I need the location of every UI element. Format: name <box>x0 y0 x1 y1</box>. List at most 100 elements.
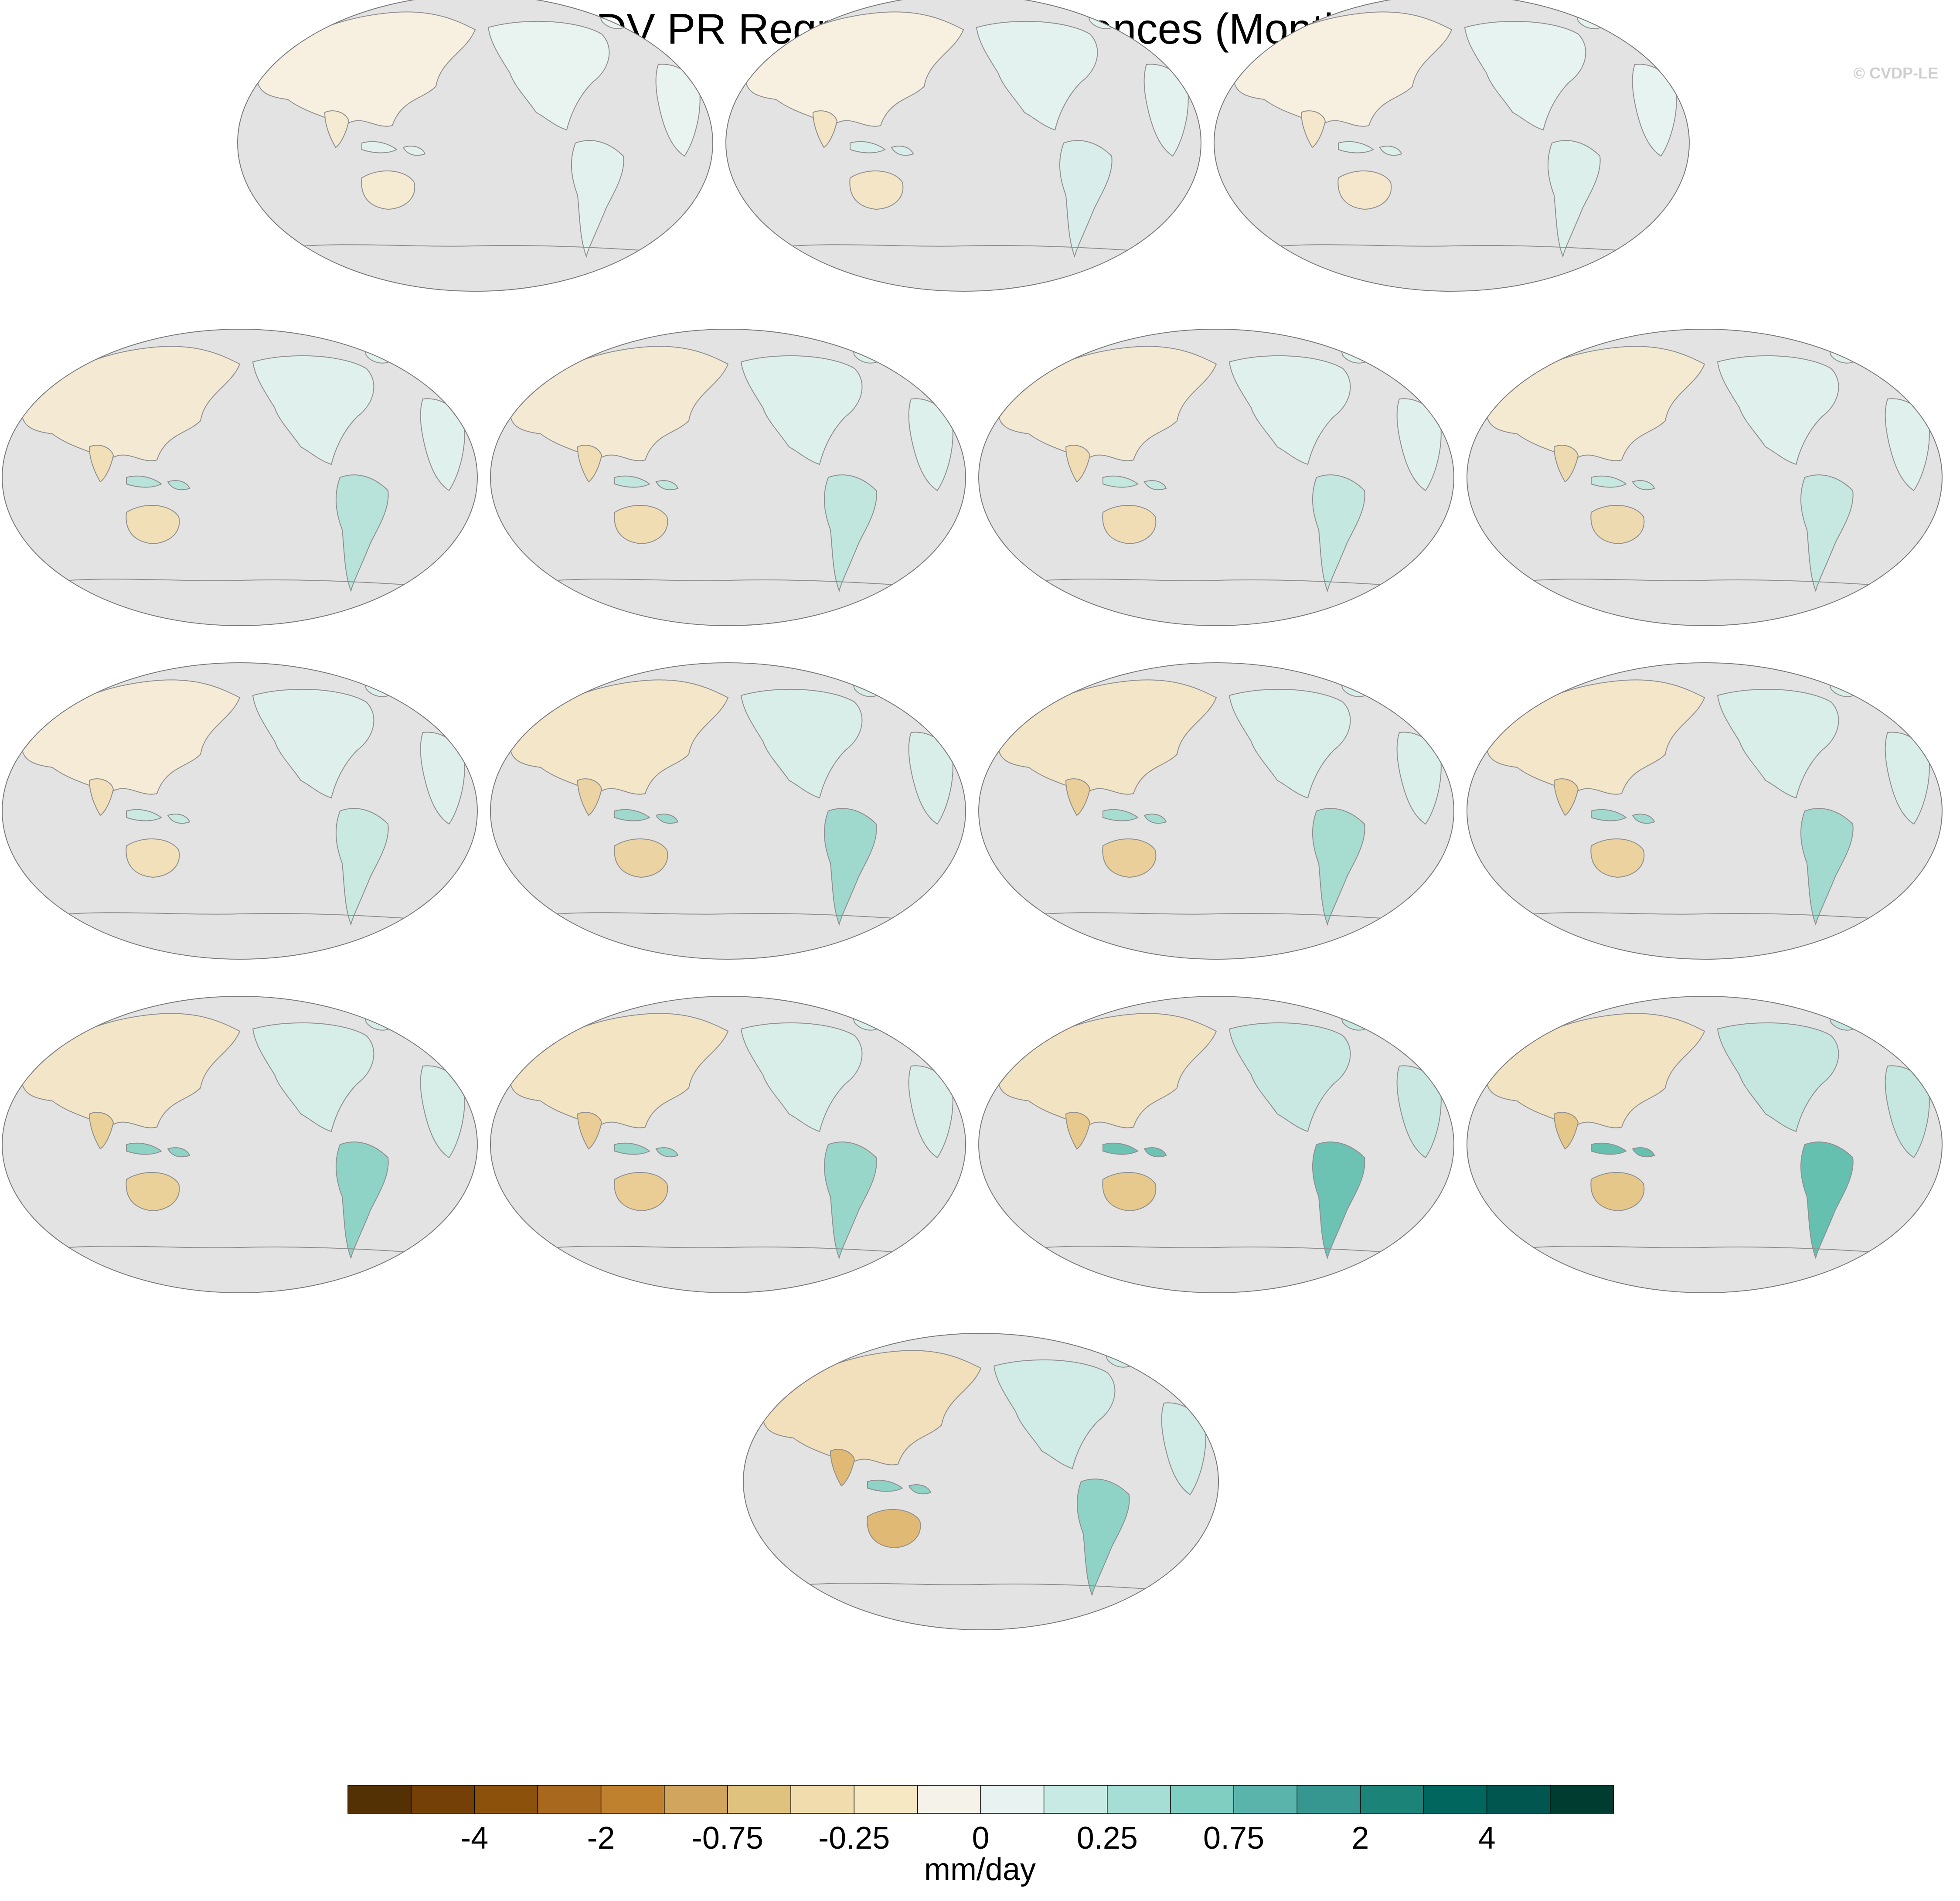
north-america-landmass <box>993 1359 1116 1469</box>
colorbar-tick-label: 4 <box>1478 1821 1496 1856</box>
europe-landmass <box>1467 705 1489 760</box>
maritime-continent-landmass <box>126 1142 191 1158</box>
europe-landmass <box>979 372 1000 426</box>
south-america-landmass <box>335 808 389 926</box>
colorbar <box>347 1785 1614 1814</box>
map-panel <box>2 996 478 1293</box>
north-america-landmass <box>740 1022 863 1132</box>
map-border <box>1467 662 1943 960</box>
north-america-landmass <box>1228 1022 1351 1132</box>
europe-landmass <box>238 37 259 92</box>
colorbar-swatch <box>1107 1785 1171 1814</box>
south-america-landmass <box>823 474 877 593</box>
colorbar-swatch <box>1233 1785 1298 1814</box>
antarctica-coast <box>536 912 920 920</box>
south-america-landmass <box>823 1141 877 1260</box>
colorbar-tick-label: 0.75 <box>1203 1821 1265 1856</box>
map-panel <box>237 0 713 292</box>
map-border <box>490 662 966 960</box>
india-landmass <box>1300 110 1326 148</box>
antarctica-coast <box>48 1246 432 1254</box>
india-landmass <box>324 110 350 148</box>
australia-landmass <box>126 505 180 545</box>
maritime-continent-landmass <box>1338 141 1402 156</box>
europe-landmass <box>490 372 512 426</box>
asia-landmass <box>745 11 964 127</box>
antarctica-coast <box>1512 579 1897 587</box>
map-border <box>2 996 478 1293</box>
australia-landmass <box>361 170 415 210</box>
australia-landmass <box>1590 505 1645 545</box>
colorbar-swatch <box>1486 1785 1551 1814</box>
map-border <box>978 662 1454 960</box>
europe-landmass <box>979 1039 1000 1093</box>
india-landmass <box>577 1112 602 1150</box>
map-panel <box>2 662 478 960</box>
australia-landmass <box>614 1172 668 1212</box>
colorbar-swatch <box>1296 1785 1361 1814</box>
colorbar-swatch <box>917 1785 981 1814</box>
south-america-landmass <box>335 1141 389 1260</box>
map-panel <box>2 329 478 626</box>
asia-landmass <box>762 1350 982 1465</box>
map-border <box>1467 996 1943 1293</box>
asia-landmass <box>997 679 1217 795</box>
asia-landmass <box>1486 346 1705 461</box>
map-border <box>743 1333 1219 1630</box>
india-landmass <box>577 445 602 483</box>
colorbar-swatch <box>537 1785 602 1814</box>
map-border <box>978 329 1454 626</box>
colorbar-units: mm/day <box>924 1852 1036 1887</box>
map-panel <box>1467 996 1943 1293</box>
north-america-landmass <box>1717 688 1839 799</box>
south-america-landmass <box>1312 1141 1365 1260</box>
antarctica-coast <box>536 1246 920 1254</box>
antarctica-coast <box>1024 1246 1409 1254</box>
south-america-landmass <box>571 140 624 258</box>
map-panel <box>490 996 966 1293</box>
colorbar-swatch <box>1423 1785 1487 1814</box>
europe-landmass <box>490 1039 512 1093</box>
europe-landmass <box>726 37 748 92</box>
map-panel <box>743 1333 1219 1630</box>
europe-landmass <box>743 1376 765 1430</box>
south-america-landmass <box>335 474 389 593</box>
europe-landmass <box>2 372 24 426</box>
antarctica-coast <box>1512 1246 1897 1254</box>
australia-landmass <box>867 1509 921 1549</box>
antarctica-coast <box>1024 912 1409 920</box>
south-america-landmass <box>1312 474 1365 593</box>
north-america-landmass <box>740 355 863 465</box>
europe-landmass <box>2 1039 24 1093</box>
map-panel <box>725 0 1201 292</box>
maritime-continent-landmass <box>614 809 679 824</box>
india-landmass <box>1553 445 1579 483</box>
india-landmass <box>1065 778 1091 816</box>
maritime-continent-landmass <box>1102 475 1167 491</box>
map-border <box>1467 329 1943 626</box>
maritime-continent-landmass <box>850 141 914 156</box>
asia-landmass <box>509 679 729 795</box>
australia-landmass <box>1337 170 1392 210</box>
north-america-landmass <box>252 355 374 465</box>
australia-landmass <box>1102 1172 1157 1212</box>
south-america-landmass <box>1547 140 1601 258</box>
map-border <box>2 329 478 626</box>
asia-landmass <box>21 1013 241 1128</box>
north-america-landmass <box>252 688 374 799</box>
map-border <box>1214 0 1690 292</box>
colorbar-swatch <box>1170 1785 1235 1814</box>
asia-landmass <box>21 679 241 795</box>
asia-landmass <box>509 346 729 461</box>
antarctica-coast <box>283 244 667 252</box>
maritime-continent-landmass <box>867 1479 932 1495</box>
europe-landmass <box>1467 372 1489 426</box>
north-america-landmass <box>976 20 1098 131</box>
india-landmass <box>88 445 114 483</box>
antarctica-coast <box>771 244 1156 252</box>
colorbar-swatch <box>980 1785 1045 1814</box>
australia-landmass <box>1590 838 1645 878</box>
maritime-continent-landmass <box>1102 1142 1167 1158</box>
maritime-continent-landmass <box>614 475 679 491</box>
colorbar-swatch <box>727 1785 792 1814</box>
